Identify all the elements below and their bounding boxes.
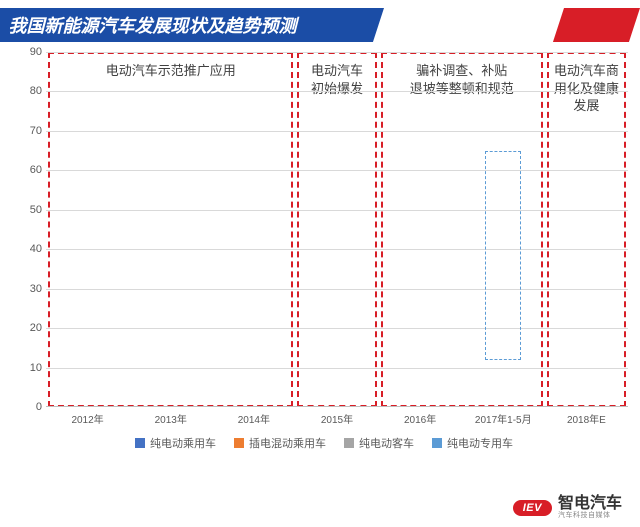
y-tick-label: 40 — [22, 243, 42, 255]
x-tick-label: 2016年 — [404, 411, 436, 426]
legend-item: 纯电动客车 — [344, 435, 414, 451]
legend-swatch — [344, 438, 354, 448]
x-tick-label: 2018年E — [567, 411, 606, 426]
x-tick-label: 2015年 — [321, 411, 353, 426]
y-tick-label: 80 — [22, 85, 42, 97]
legend-swatch — [432, 438, 442, 448]
legend-label: 纯电动乘用车 — [150, 435, 216, 451]
bar-slot: 2012年 — [46, 52, 129, 407]
y-tick-label: 0 — [22, 401, 42, 413]
logo-cn: 智电汽车 — [558, 496, 622, 512]
x-tick-label: 2014年 — [238, 411, 270, 426]
logo-badge: IEV — [513, 500, 552, 516]
forecast-box — [485, 151, 521, 360]
bar-slot: 2013年 — [129, 52, 212, 407]
legend-swatch — [234, 438, 244, 448]
y-tick-label: 60 — [22, 164, 42, 176]
legend-label: 纯电动客车 — [359, 435, 414, 451]
footer-logo: IEV 智电汽车 汽车科技自媒体 — [513, 496, 622, 519]
legend-item: 插电混动乘用车 — [234, 435, 326, 451]
y-tick-label: 20 — [22, 322, 42, 334]
bar-slot: 2016年 — [379, 52, 462, 407]
legend-label: 纯电动专用车 — [447, 435, 513, 451]
chart-area: 电动汽车示范推广应用电动汽车初始爆发骗补调查、补贴退坡等整顿和规范电动汽车商用化… — [20, 52, 628, 459]
plot: 电动汽车示范推广应用电动汽车初始爆发骗补调查、补贴退坡等整顿和规范电动汽车商用化… — [46, 52, 628, 407]
y-tick-label: 70 — [22, 125, 42, 137]
y-tick-label: 30 — [22, 283, 42, 295]
title-accent — [553, 8, 640, 42]
x-tick-label: 2013年 — [155, 411, 187, 426]
bar-slot: 2014年 — [212, 52, 295, 407]
x-axis-line — [46, 406, 628, 407]
legend-item: 纯电动乘用车 — [135, 435, 216, 451]
y-tick-label: 90 — [22, 46, 42, 58]
logo-text: 智电汽车 汽车科技自媒体 — [558, 496, 622, 519]
x-tick-label: 2017年1-5月 — [475, 411, 532, 426]
legend: 纯电动乘用车 插电混动乘用车 纯电动客车 纯电动专用车 — [20, 435, 628, 451]
page-title: 我国新能源汽车发展现状及趋势预测 — [8, 12, 296, 38]
bar-slot: 2017年1-5月 — [462, 52, 545, 407]
logo-sub: 汽车科技自媒体 — [558, 512, 622, 519]
title-bar: 我国新能源汽车发展现状及趋势预测 — [0, 8, 384, 42]
bars-container: 2012年2013年2014年2015年2016年2017年1-5月2018年E — [46, 52, 628, 407]
y-tick-label: 50 — [22, 204, 42, 216]
bar-slot: 2015年 — [295, 52, 378, 407]
y-tick-label: 10 — [22, 362, 42, 374]
legend-item: 纯电动专用车 — [432, 435, 513, 451]
x-tick-label: 2012年 — [71, 411, 103, 426]
legend-label: 插电混动乘用车 — [249, 435, 326, 451]
legend-swatch — [135, 438, 145, 448]
bar-slot: 2018年E — [545, 52, 628, 407]
